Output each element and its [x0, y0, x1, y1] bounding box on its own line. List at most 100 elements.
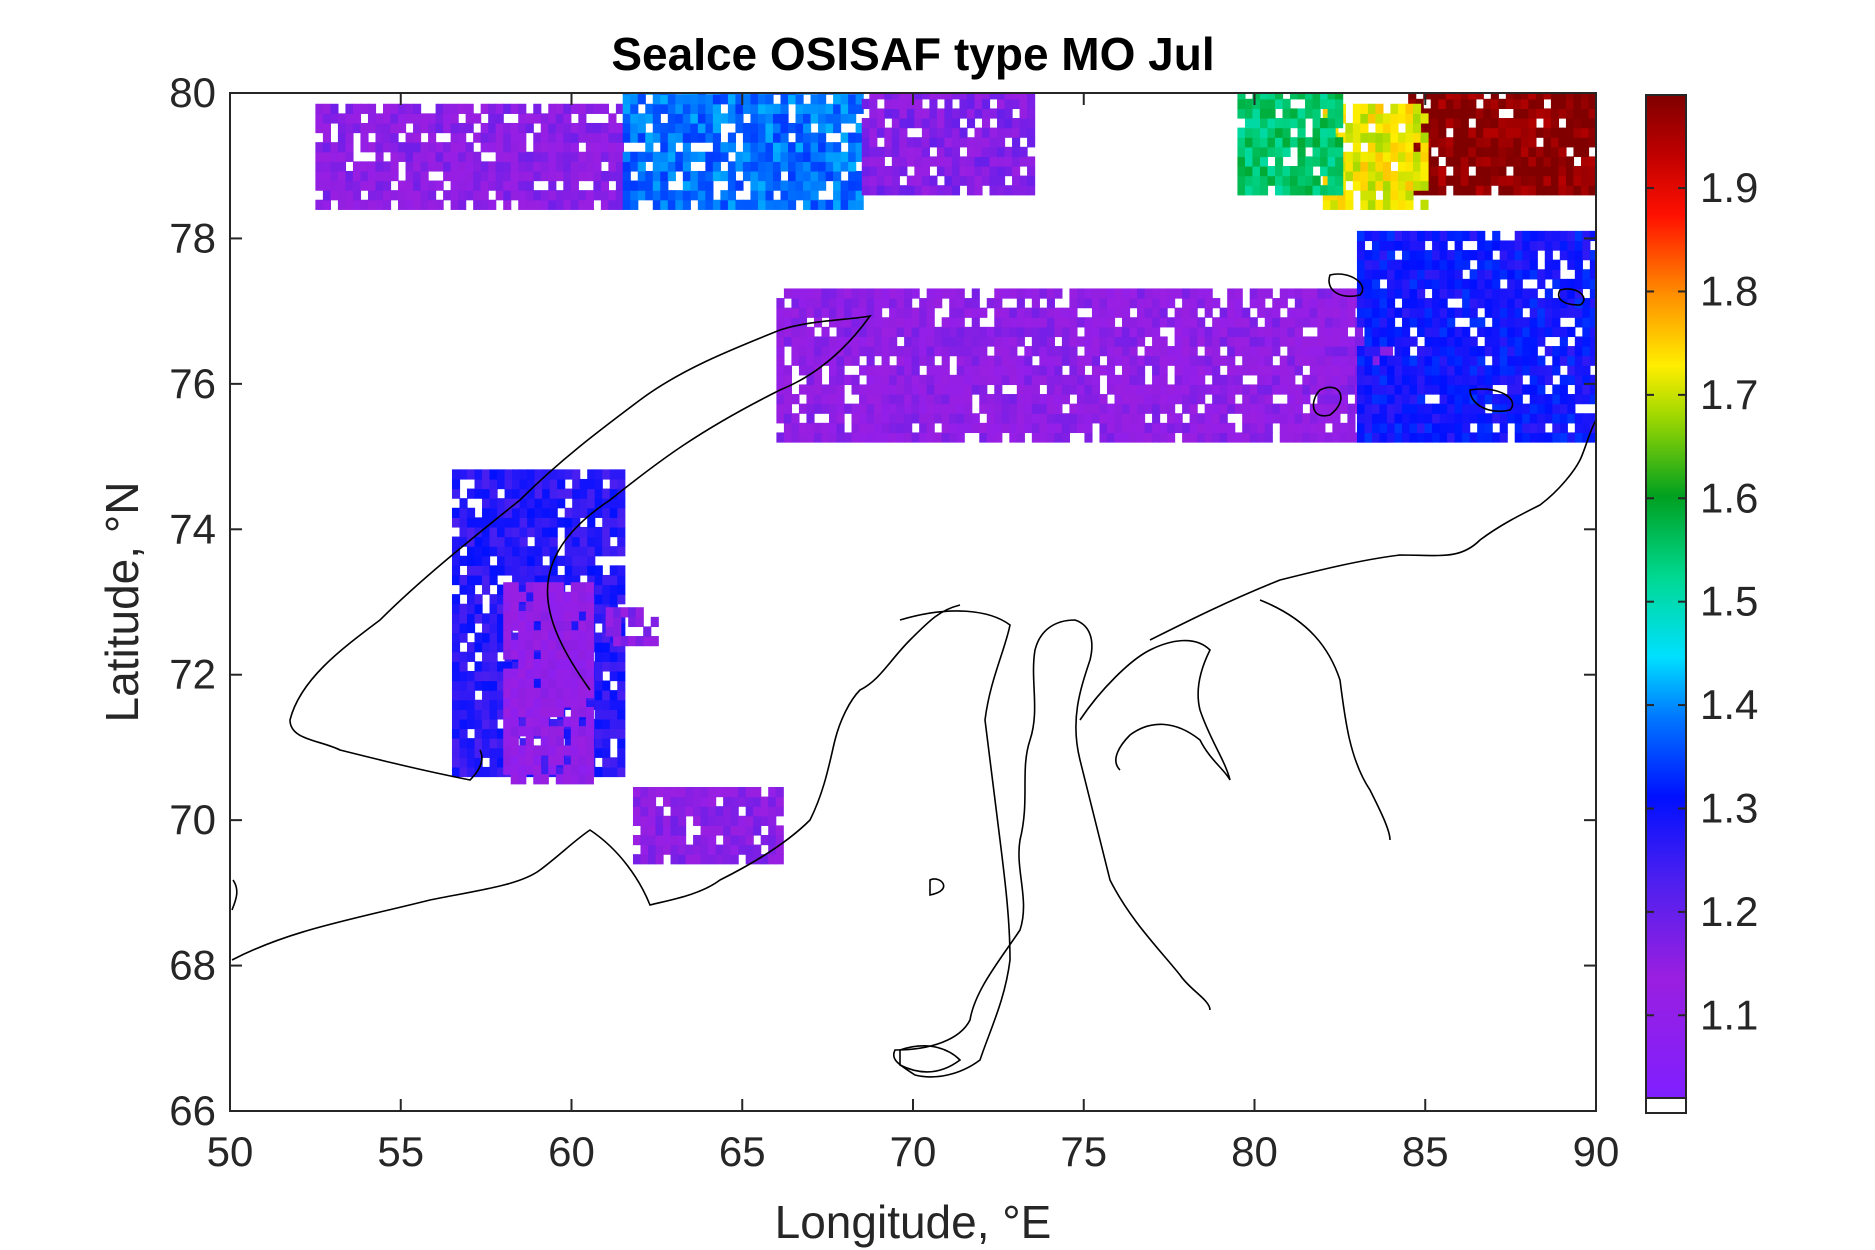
ice-cell [1537, 365, 1546, 376]
ice-cell [1417, 422, 1426, 434]
ice-cell [1573, 127, 1582, 138]
ice-cell [1212, 298, 1221, 309]
ice-cell [467, 565, 476, 576]
ice-cell [1379, 288, 1388, 299]
ice-cell [527, 546, 536, 557]
ice-cell [1182, 346, 1191, 357]
ice-cell [367, 142, 377, 153]
ice-cell [1514, 240, 1523, 251]
ice-cell [757, 161, 767, 172]
ice-cell [1259, 108, 1269, 119]
ice-cell [1462, 307, 1471, 318]
ice-cell [1405, 113, 1414, 124]
ice-cell [1114, 346, 1123, 357]
ice-cell [914, 98, 923, 110]
ice-cell [451, 507, 461, 518]
ice-cell [1012, 98, 1021, 110]
ice-cell [1462, 326, 1471, 338]
ice-cell [1121, 403, 1131, 414]
ice-cell [617, 718, 626, 730]
ice-cell [682, 103, 691, 114]
ice-cell [986, 365, 995, 376]
ice-cell [1462, 278, 1471, 290]
ice-cell [1360, 151, 1369, 162]
ice-cell [572, 574, 581, 586]
ice-cell [788, 199, 797, 210]
x-tick-label: 80 [1231, 1128, 1278, 1175]
ice-cell [1061, 355, 1071, 366]
ice-cell [578, 601, 587, 612]
ice-cell [1339, 365, 1348, 376]
ice-cell [772, 122, 782, 134]
ice-cell [828, 365, 838, 376]
ice-cell [1001, 413, 1010, 424]
ice-cell [1580, 127, 1590, 138]
ice-cell [518, 122, 527, 134]
ice-cell [776, 374, 785, 386]
ice-cell [1505, 118, 1514, 129]
ice-cell [540, 190, 549, 201]
ice-cell [866, 403, 875, 414]
ice-cell [956, 307, 965, 318]
ice-cell [1379, 230, 1388, 242]
ice-cell [1099, 317, 1108, 328]
ice-cell [921, 175, 930, 186]
ice-cell [1309, 374, 1318, 386]
ice-cell [570, 161, 579, 172]
ice-cell [896, 394, 905, 405]
ice-cell [1387, 422, 1396, 434]
ice-cell [609, 757, 618, 768]
ice-cell [723, 825, 732, 836]
ice-cell [859, 432, 868, 443]
ice-cell [1477, 326, 1486, 338]
colorbar-tick-label: 1.4 [1700, 681, 1758, 728]
ice-cell [1412, 132, 1422, 143]
ice-cell [859, 336, 868, 347]
ice-cell [1379, 298, 1388, 309]
ice-cell [1356, 394, 1366, 405]
ice-cell [518, 180, 527, 191]
ice-cell [929, 127, 938, 138]
ice-cell [458, 180, 467, 191]
ice-cell [1424, 250, 1433, 261]
ice-cell [1129, 384, 1138, 395]
ice-cell [1499, 346, 1508, 357]
ice-cell [1394, 432, 1403, 443]
ice-cell [693, 806, 702, 817]
ice-cell [891, 185, 900, 196]
ice-cell [1430, 93, 1439, 100]
ice-cell [866, 374, 875, 386]
ice-cell [533, 726, 542, 737]
ice-cell [1227, 394, 1236, 405]
ice-cell [1573, 93, 1582, 100]
ice-cell [1129, 336, 1138, 347]
ice-cell [1417, 288, 1426, 299]
ice-cell [772, 132, 782, 143]
ice-cell [398, 142, 407, 153]
ice-cell [587, 517, 596, 528]
ice-cell [1182, 288, 1191, 299]
ice-cell [503, 687, 512, 699]
ice-cell [788, 170, 797, 182]
ice-cell [1121, 298, 1131, 309]
ice-cell [548, 582, 557, 593]
ice-cell [1159, 307, 1168, 318]
ice-cell [1387, 394, 1396, 405]
ice-cell [1582, 278, 1591, 290]
ice-cell [1382, 151, 1392, 162]
ice-cell [840, 132, 849, 143]
ice-cell [602, 738, 611, 749]
ice-cell [1212, 403, 1221, 414]
ice-cell [482, 574, 491, 586]
ice-cell [783, 394, 793, 405]
ice-cell [1387, 336, 1396, 347]
ice-cell [480, 122, 489, 134]
ice-cell [617, 747, 626, 758]
ice-cell [467, 517, 476, 528]
ice-cell [821, 288, 830, 299]
ice-cell [632, 815, 642, 826]
ice-cell [1237, 156, 1246, 167]
ice-cell [330, 113, 339, 124]
ice-cell [1327, 118, 1336, 129]
ice-cell [889, 403, 898, 414]
